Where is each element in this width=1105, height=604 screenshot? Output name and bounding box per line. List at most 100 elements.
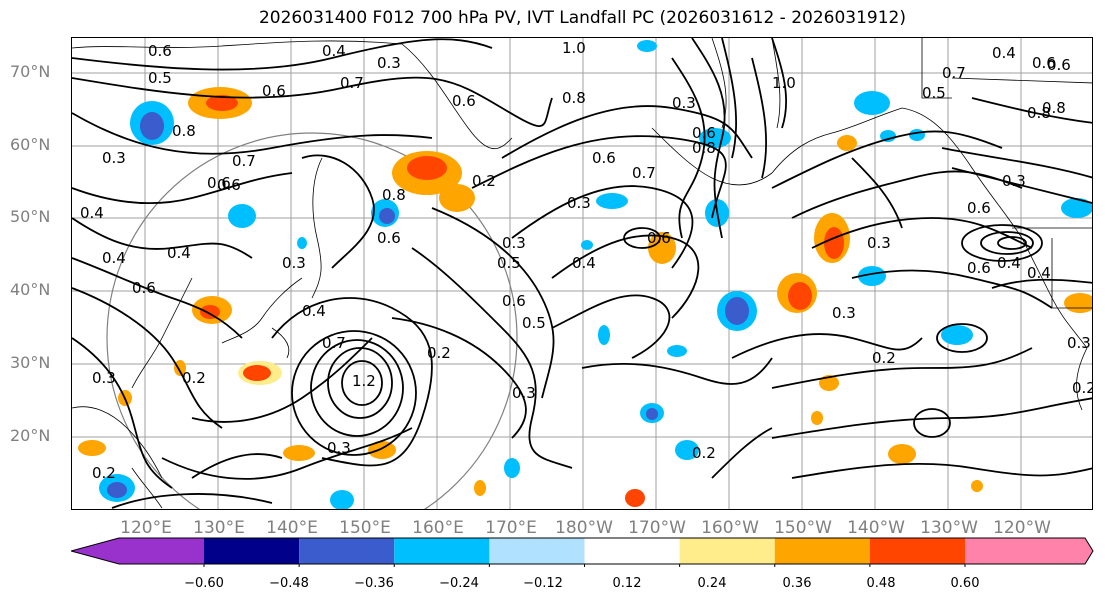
- colorbar-tick-label: 0.48: [866, 576, 896, 591]
- contour-label: 0.3: [512, 384, 536, 402]
- contour-label: 0.7: [322, 334, 346, 352]
- contour-label: 0.5: [522, 314, 546, 332]
- contour-label: 0.4: [1027, 264, 1051, 282]
- lon-label-130w: 130°W: [920, 518, 978, 538]
- contour-label: 0.2: [692, 444, 716, 462]
- contour-label: 0.6: [452, 92, 476, 110]
- contour-label: 0.4: [322, 42, 346, 60]
- contour-label: 0.8: [382, 186, 406, 204]
- contour-label: 1.2: [352, 372, 376, 390]
- contour-label: 0.5: [922, 84, 946, 102]
- contour-label: 0.3: [567, 194, 591, 212]
- contour-labels: 0.6 0.5 0.4 0.3 1.0 0.7 0.6 0.8 0.6 0.8 …: [80, 39, 1093, 482]
- lon-label-170w: 170°W: [628, 518, 686, 538]
- contour-label: 0.8: [172, 122, 196, 140]
- contour-label: 0.2: [92, 464, 116, 482]
- colorbar-tick-label: 0.60: [950, 576, 980, 591]
- colorbar: [71, 537, 1094, 567]
- contour-label: 0.7: [942, 64, 966, 82]
- lat-label-30n: 30°N: [10, 353, 51, 372]
- contour-label: 0.6: [592, 149, 616, 167]
- contour-label: 0.5: [148, 69, 172, 87]
- contour-label: 0.3: [327, 439, 351, 457]
- contour-label: 0.4: [167, 244, 191, 262]
- contour-label: 0.2: [472, 172, 496, 190]
- colorbar-segment: [71, 538, 204, 564]
- contour-label: 0.7: [340, 74, 364, 92]
- lat-label-60n: 60°N: [10, 135, 51, 154]
- colorbar-segment: [489, 538, 585, 564]
- lon-label-150w: 150°W: [774, 518, 832, 538]
- colorbar-tick-label: 0.36: [782, 576, 812, 591]
- colorbar-tick-label: −0.48: [269, 576, 309, 591]
- colorbar-tick-label: −0.12: [523, 576, 563, 591]
- contour-label: 0.3: [502, 234, 526, 252]
- contour-label: 0.4: [992, 44, 1016, 62]
- map-title: 2026031400 F012 700 hPa PV, IVT Landfall…: [258, 8, 906, 28]
- map-panel: 0.6 0.5 0.4 0.3 1.0 0.7 0.6 0.8 0.6 0.8 …: [71, 37, 1093, 510]
- lon-label-130e: 130°E: [193, 518, 245, 538]
- colorbar-segment: [774, 538, 870, 564]
- contour-label: 0.6: [207, 174, 231, 192]
- contour-label: 0.6: [1032, 54, 1056, 72]
- contour-label: 1.0: [772, 74, 796, 92]
- lon-label-150e: 150°E: [339, 518, 391, 538]
- colorbar-tick-label: −0.60: [184, 576, 224, 591]
- graticule: [72, 38, 1092, 509]
- contour-label: 0.8: [1027, 104, 1051, 122]
- contour-label: 0.3: [377, 54, 401, 72]
- lon-label-170e: 170°E: [485, 518, 537, 538]
- lon-label-160w: 160°W: [701, 518, 759, 538]
- pv-contours: [72, 38, 1092, 509]
- contour-label: 0.3: [92, 369, 116, 387]
- contour-label: 0.5: [497, 254, 521, 272]
- lat-label-50n: 50°N: [10, 207, 51, 226]
- pv-shading: [78, 40, 1092, 509]
- colorbar-segment: [584, 538, 680, 564]
- contour-label: 0.3: [1002, 172, 1026, 190]
- colorbar-segment: [204, 538, 300, 564]
- coastlines: [72, 38, 1092, 509]
- contour-label: 0.6: [217, 176, 241, 194]
- contour-label: 0.6: [262, 82, 286, 100]
- contour-label: 0.4: [102, 249, 126, 267]
- contour-label: 0.4: [572, 254, 596, 272]
- lon-label-120e: 120°E: [120, 518, 172, 538]
- contour-label: 0.8: [1042, 99, 1066, 117]
- colorbar-segment: [679, 538, 775, 564]
- lat-label-40n: 40°N: [10, 280, 51, 299]
- contour-label: 0.4: [302, 302, 326, 320]
- contour-label: 0.6: [502, 292, 526, 310]
- contour-label: 0.2: [872, 349, 896, 367]
- colorbar-tick-label: −0.24: [439, 576, 479, 591]
- colorbar-tick-label: −0.36: [354, 576, 394, 591]
- colorbar-tick-label: 0.24: [697, 576, 727, 591]
- colorbar-segment: [869, 538, 965, 564]
- contour-label: 0.8: [692, 139, 716, 157]
- colorbar-tick-label: 0.12: [612, 576, 642, 591]
- lon-label-120w: 120°W: [993, 518, 1051, 538]
- contour-label: 0.7: [632, 164, 656, 182]
- contour-label: 0.2: [182, 369, 206, 387]
- lon-label-160e: 160°E: [412, 518, 464, 538]
- lon-label-140e: 140°E: [266, 518, 318, 538]
- contour-label: 0.3: [832, 304, 856, 322]
- map-canvas: 0.6 0.5 0.4 0.3 1.0 0.7 0.6 0.8 0.6 0.8 …: [72, 38, 1093, 509]
- colorbar-segment: [965, 538, 1093, 564]
- contour-label: 0.2: [1072, 379, 1093, 397]
- contour-label: 0.6: [647, 229, 671, 247]
- lon-label-140w: 140°W: [847, 518, 905, 538]
- lat-label-20n: 20°N: [10, 426, 51, 445]
- lat-label-70n: 70°N: [10, 62, 51, 81]
- contour-label: 0.6: [967, 199, 991, 217]
- contour-label: 0.6: [1047, 56, 1071, 74]
- contour-label: 0.6: [692, 124, 716, 142]
- contour-label: 0.3: [1067, 334, 1091, 352]
- lon-label-180w: 180°W: [555, 518, 613, 538]
- contour-label: 0.3: [672, 94, 696, 112]
- contour-label: 0.8: [562, 89, 586, 107]
- contour-label: 0.6: [132, 279, 156, 297]
- contour-label: 0.3: [102, 149, 126, 167]
- contour-label: 0.3: [867, 234, 891, 252]
- contour-label: 0.7: [232, 152, 256, 170]
